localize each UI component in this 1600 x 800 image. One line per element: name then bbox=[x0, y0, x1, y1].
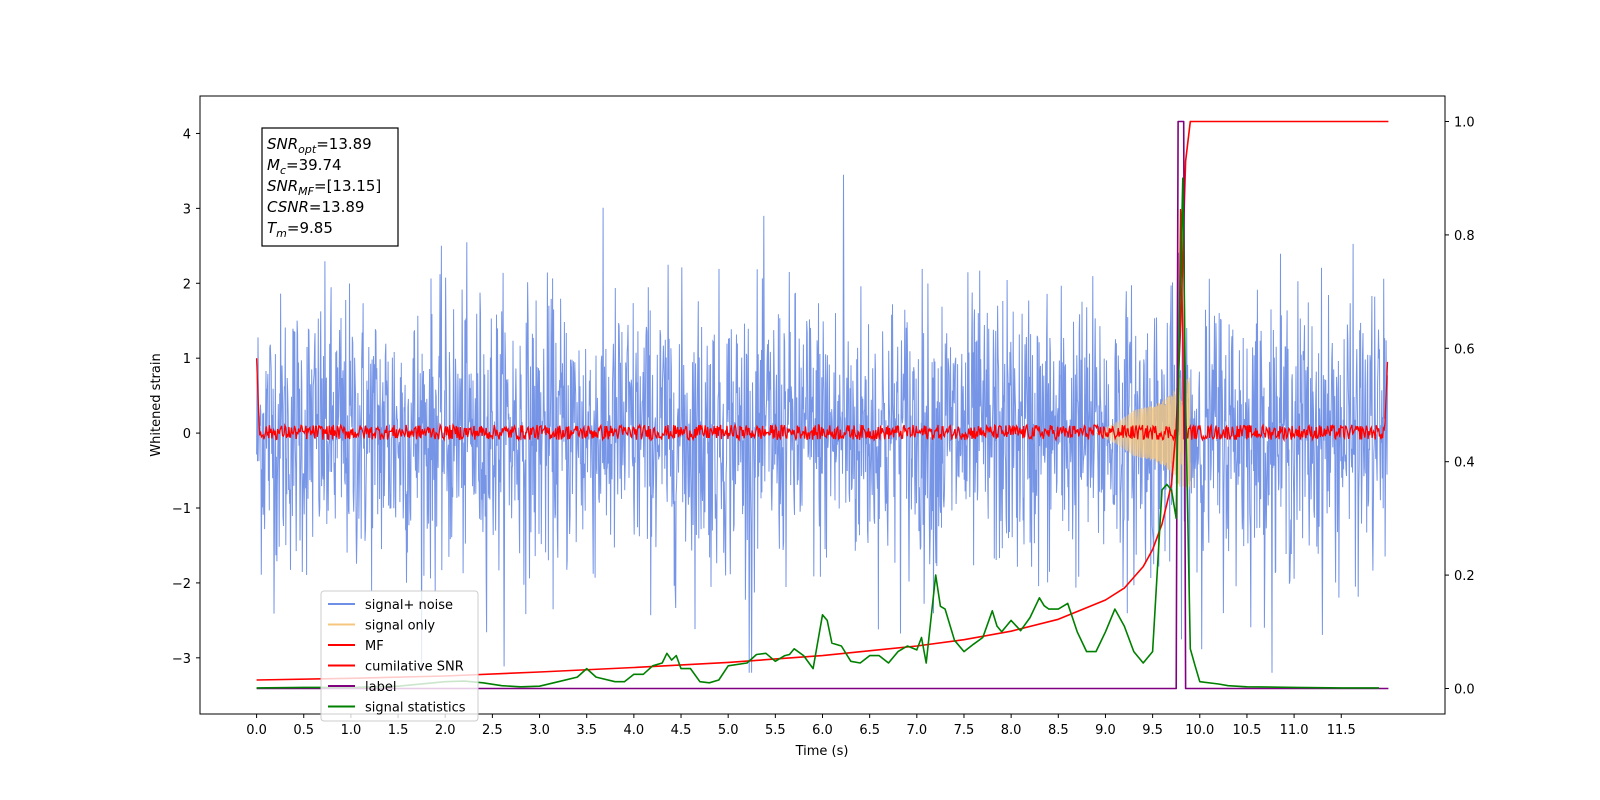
legend-entry: signal statistics bbox=[365, 701, 466, 716]
annotation-line: Tm=9.85 bbox=[267, 219, 333, 240]
x-tick-label: 6.5 bbox=[859, 723, 880, 738]
y2-tick-label: 0.0 bbox=[1454, 682, 1475, 697]
legend-entry: MF bbox=[365, 639, 384, 654]
x-tick-label: 6.0 bbox=[812, 723, 833, 738]
y-tick-label: −3 bbox=[172, 652, 191, 667]
x-tick-label: 7.0 bbox=[906, 723, 927, 738]
x-tick-label: 10.0 bbox=[1185, 723, 1214, 738]
x-tick-label: 0.5 bbox=[293, 723, 314, 738]
legend-entry: signal only bbox=[365, 619, 435, 634]
x-tick-label: 11.0 bbox=[1280, 723, 1309, 738]
y-axis: −3 −2 −1 0 1 2 3 4 bbox=[172, 127, 200, 667]
y-tick-label: 1 bbox=[183, 352, 191, 367]
x-tick-label: 8.5 bbox=[1048, 723, 1069, 738]
series-signal-statistics bbox=[256, 177, 1379, 689]
y2-tick-label: 0.4 bbox=[1454, 456, 1475, 471]
y2-tick-label: 0.2 bbox=[1454, 569, 1475, 584]
legend-entry: cumilative SNR bbox=[365, 660, 464, 675]
annotation-box: SNRopt=13.89Mc=39.74SNRMF=[13.15]CSNR=13… bbox=[261, 127, 399, 247]
y-tick-label: −2 bbox=[172, 577, 191, 592]
x-tick-label: 7.5 bbox=[954, 723, 975, 738]
x-tick-label: 3.0 bbox=[529, 723, 550, 738]
x-axis-label: Time (s) bbox=[795, 744, 849, 759]
annotation-line: CSNR=13.89 bbox=[267, 198, 364, 216]
y-tick-label: 4 bbox=[183, 127, 191, 142]
y2-tick-label: 1.0 bbox=[1454, 116, 1475, 131]
x-tick-label: 3.5 bbox=[576, 723, 597, 738]
y2-tick-label: 0.8 bbox=[1454, 229, 1475, 244]
x-tick-label: 5.0 bbox=[718, 723, 739, 738]
annotation-line: SNRopt=13.89 bbox=[267, 135, 372, 156]
series-label bbox=[256, 120, 1389, 690]
x-axis: 0.0 0.5 1.0 1.5 2.0 2.5 3.0 3.5 4.0 4.5 5.0 5.5 6.0 6… bbox=[246, 714, 1356, 738]
x-tick-label: 5.5 bbox=[765, 723, 786, 738]
x-tick-label: 9.0 bbox=[1095, 723, 1116, 738]
legend-entry: signal+ noise bbox=[365, 598, 453, 613]
y-tick-label: 3 bbox=[183, 202, 191, 217]
x-tick-label: 4.0 bbox=[624, 723, 645, 738]
x-tick-label: 4.5 bbox=[671, 723, 692, 738]
x-tick-label: 9.5 bbox=[1142, 723, 1163, 738]
y2-tick-label: 0.6 bbox=[1454, 342, 1475, 357]
x-tick-label: 1.0 bbox=[341, 723, 362, 738]
series-mf bbox=[255, 208, 1389, 443]
y2-axis: 0.0 0.2 0.4 0.6 0.8 1.0 bbox=[1445, 116, 1475, 697]
annotation-line: SNRMF=[13.15] bbox=[267, 177, 381, 198]
x-tick-label: 10.5 bbox=[1232, 723, 1261, 738]
legend: signal+ noise signal only MF cumilative SNR… bbox=[320, 590, 479, 722]
x-tick-label: 1.5 bbox=[388, 723, 409, 738]
legend-frame bbox=[320, 590, 479, 722]
y-axis-label: Whitened strain bbox=[149, 353, 164, 456]
x-tick-label: 11.5 bbox=[1327, 723, 1356, 738]
x-tick-label: 2.0 bbox=[435, 723, 456, 738]
y-tick-label: 2 bbox=[183, 277, 191, 292]
x-tick-label: 2.5 bbox=[482, 723, 503, 738]
x-tick-label: 8.0 bbox=[1001, 723, 1022, 738]
legend-entry: label bbox=[365, 680, 396, 695]
series-layer bbox=[255, 120, 1389, 690]
y-tick-label: 0 bbox=[183, 427, 191, 442]
y-tick-label: −1 bbox=[172, 502, 191, 517]
annotation-line: Mc=39.74 bbox=[267, 156, 342, 177]
annotation-frame bbox=[261, 127, 399, 247]
x-tick-label: 0.0 bbox=[246, 723, 267, 738]
